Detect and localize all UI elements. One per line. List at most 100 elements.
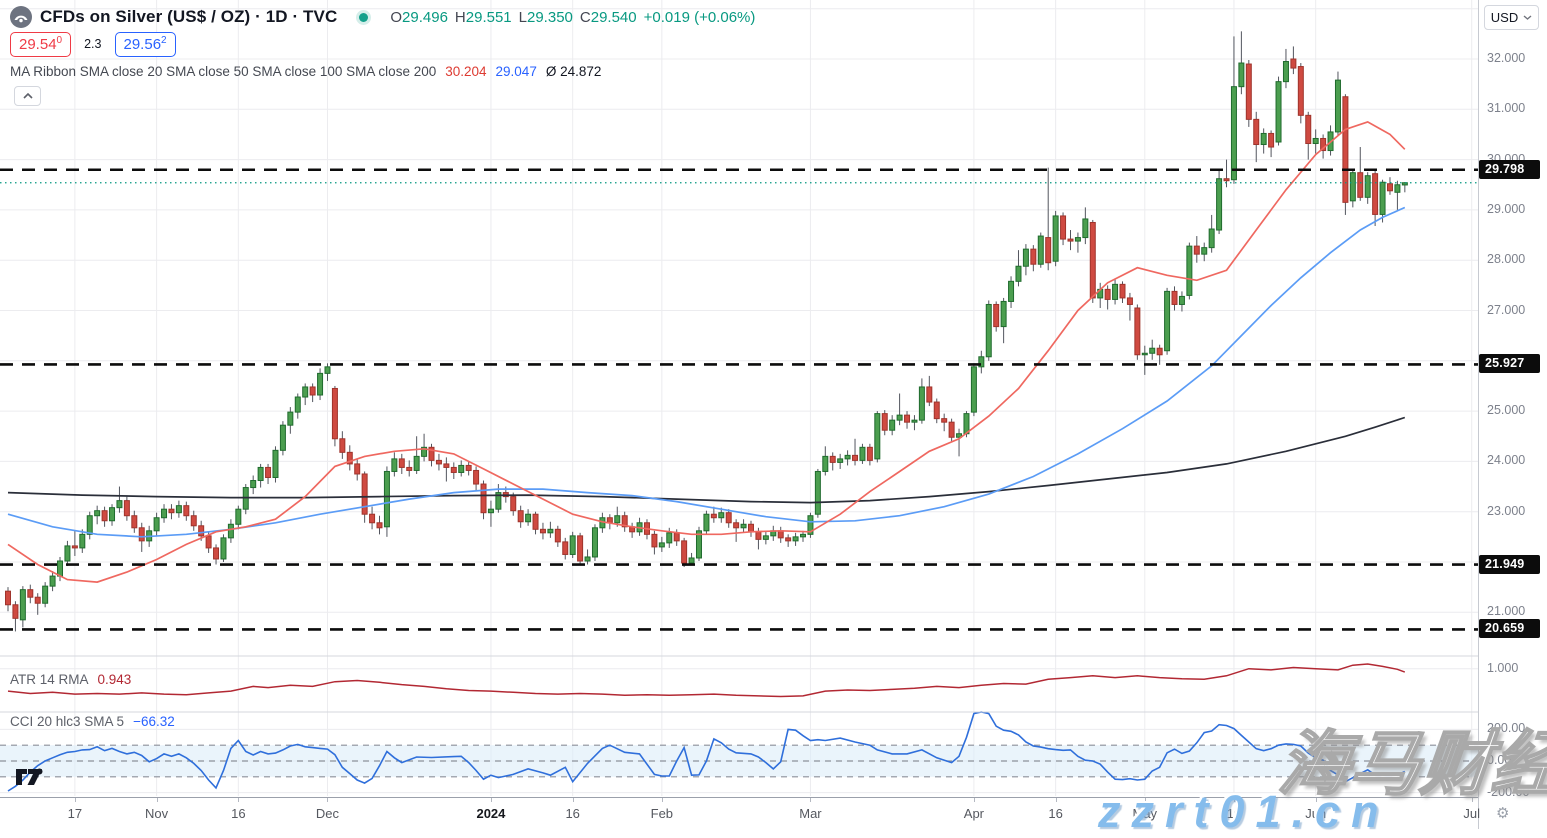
candle-body[interactable] xyxy=(1268,132,1275,148)
candle-body[interactable] xyxy=(733,522,740,529)
candle-body[interactable] xyxy=(220,537,227,560)
candle-body[interactable] xyxy=(309,386,316,396)
candle-body[interactable] xyxy=(985,303,992,358)
candle-body[interactable] xyxy=(64,545,71,562)
candle-body[interactable] xyxy=(413,455,420,471)
candle-body[interactable] xyxy=(1037,235,1044,265)
candle-body[interactable] xyxy=(658,542,665,548)
candle-body[interactable] xyxy=(287,411,294,426)
candle-body[interactable] xyxy=(1245,63,1252,120)
candle-body[interactable] xyxy=(933,401,940,420)
candle-body[interactable] xyxy=(42,585,49,604)
candle-body[interactable] xyxy=(718,512,725,519)
candle-body[interactable] xyxy=(1253,118,1260,146)
candle-body[interactable] xyxy=(792,536,799,542)
candle-body[interactable] xyxy=(814,470,821,515)
atr-legend[interactable]: ATR 14 RMA 0.943 xyxy=(10,672,131,687)
candle-body[interactable] xyxy=(510,496,517,512)
candle-body[interactable] xyxy=(859,446,866,461)
candle-body[interactable] xyxy=(450,466,457,473)
candle-body[interactable] xyxy=(926,386,933,403)
candle-body[interactable] xyxy=(34,596,41,604)
candle-body[interactable] xyxy=(361,473,368,515)
candle-body[interactable] xyxy=(205,535,212,549)
candle-body[interactable] xyxy=(695,530,702,559)
candle-body[interactable] xyxy=(1260,132,1267,146)
candle-body[interactable] xyxy=(168,508,175,514)
candle-body[interactable] xyxy=(1060,215,1067,240)
candle-body[interactable] xyxy=(1334,79,1341,133)
candle-body[interactable] xyxy=(12,604,19,619)
candle-body[interactable] xyxy=(800,533,807,538)
candle-body[interactable] xyxy=(1178,295,1185,305)
candle-body[interactable] xyxy=(911,419,918,423)
candle-body[interactable] xyxy=(49,575,56,587)
candle-body[interactable] xyxy=(198,525,205,537)
candle-body[interactable] xyxy=(1186,245,1193,296)
candle-body[interactable] xyxy=(822,455,829,472)
candle-body[interactable] xyxy=(1141,352,1148,356)
candle-body[interactable] xyxy=(339,438,346,453)
candle-body[interactable] xyxy=(621,515,628,528)
candle-body[interactable] xyxy=(591,527,598,558)
candle-body[interactable] xyxy=(1000,300,1007,328)
candle-body[interactable] xyxy=(428,446,435,461)
candle-body[interactable] xyxy=(1134,307,1141,356)
sell-button[interactable]: 29.540 xyxy=(10,31,72,57)
candle-body[interactable] xyxy=(725,512,732,524)
candle-body[interactable] xyxy=(123,500,130,517)
candle-body[interactable] xyxy=(5,590,11,606)
candle-body[interactable] xyxy=(577,535,584,562)
time-axis[interactable]: 17 Nov 16 Dec 2024 16 Feb Mar Apr 16 May 16 Jun Jul xyxy=(0,797,1480,830)
candle-body[interactable] xyxy=(762,535,769,540)
candle-body[interactable] xyxy=(993,303,1000,328)
candle-body[interactable] xyxy=(435,459,442,465)
candle-body[interactable] xyxy=(889,419,896,431)
candle-body[interactable] xyxy=(250,480,257,489)
candle-body[interactable] xyxy=(1126,297,1133,305)
candle-body[interactable] xyxy=(153,517,160,532)
candle-body[interactable] xyxy=(1216,178,1223,231)
candle-body[interactable] xyxy=(294,396,301,413)
candle-body[interactable] xyxy=(480,483,487,514)
candle-body[interactable] xyxy=(688,557,695,564)
candle-body[interactable] xyxy=(473,469,480,485)
candle-body[interactable] xyxy=(1305,114,1312,145)
candle-body[interactable] xyxy=(748,523,754,533)
candle-body[interactable] xyxy=(79,533,86,549)
candle-body[interactable] xyxy=(1164,290,1171,352)
market-status-icon[interactable] xyxy=(359,12,369,22)
candle-body[interactable] xyxy=(354,463,361,475)
candle-body[interactable] xyxy=(1074,237,1081,242)
candle-body[interactable] xyxy=(1045,237,1052,264)
candle-body[interactable] xyxy=(190,515,197,527)
candle-body[interactable] xyxy=(1223,178,1230,182)
candle-body[interactable] xyxy=(881,413,888,431)
candle-body[interactable] xyxy=(532,513,539,530)
candle-body[interactable] xyxy=(517,510,524,523)
candle-body[interactable] xyxy=(1372,173,1379,215)
candle-body[interactable] xyxy=(235,508,242,525)
buy-button[interactable]: 29.562 xyxy=(114,31,176,57)
axis-settings-gear-icon[interactable]: ⚙ xyxy=(1496,805,1510,822)
candle-body[interactable] xyxy=(183,505,190,517)
candle-body[interactable] xyxy=(324,366,331,374)
candle-body[interactable] xyxy=(554,528,561,543)
candle-body[interactable] xyxy=(161,508,168,519)
candle-body[interactable] xyxy=(19,589,26,621)
symbol-title[interactable]: CFDs on Silver (US$ / OZ) · 1D · TVC xyxy=(40,7,338,26)
candle-body[interactable] xyxy=(109,507,116,522)
candle-body[interactable] xyxy=(369,513,376,524)
candle-body[interactable] xyxy=(1238,62,1245,88)
candle-body[interactable] xyxy=(904,414,911,423)
candle-body[interactable] xyxy=(101,510,108,522)
candle-body[interactable] xyxy=(346,451,353,465)
candle-body[interactable] xyxy=(406,466,413,471)
candle-body[interactable] xyxy=(1386,183,1393,192)
candle-body[interactable] xyxy=(539,528,546,534)
candle-body[interactable] xyxy=(1394,184,1401,193)
candle-body[interactable] xyxy=(562,541,569,555)
candle-body[interactable] xyxy=(948,421,955,438)
candle-body[interactable] xyxy=(710,513,717,519)
chart-canvas[interactable] xyxy=(0,0,1478,797)
